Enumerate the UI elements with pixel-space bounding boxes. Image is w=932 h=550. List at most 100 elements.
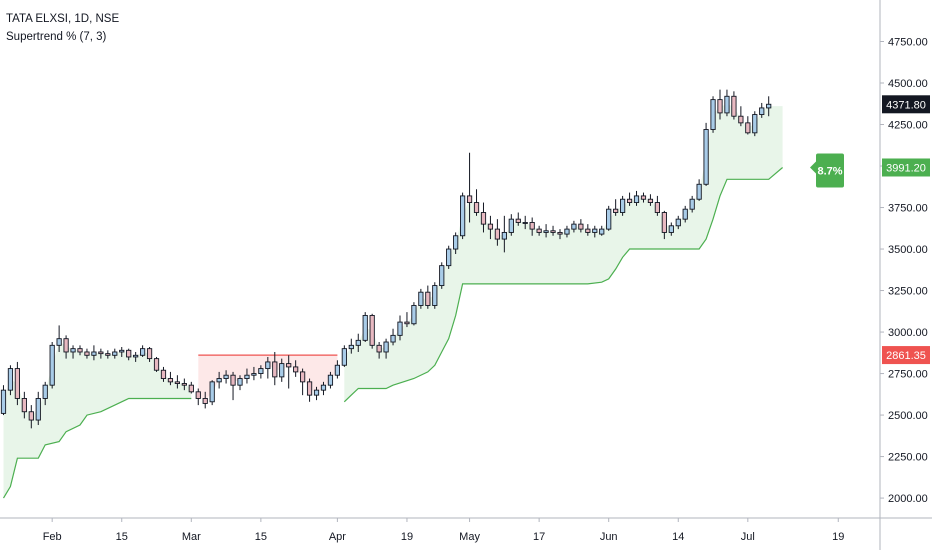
candle-body	[432, 285, 438, 306]
candle	[752, 111, 758, 137]
candle-body	[599, 228, 605, 235]
candle	[181, 378, 187, 391]
candle-body	[174, 381, 180, 384]
candle-body	[585, 228, 591, 233]
candle-body	[515, 218, 521, 223]
candle-body	[376, 344, 382, 353]
candle	[466, 152, 473, 223]
candle-body	[244, 374, 250, 379]
candle-body	[14, 368, 20, 399]
candle-body	[564, 228, 570, 235]
candle	[70, 345, 76, 359]
candle-body	[578, 223, 584, 230]
candle	[140, 345, 146, 357]
candle-body	[460, 195, 466, 237]
candle-body	[63, 338, 69, 353]
candle	[640, 192, 647, 203]
candle	[439, 262, 445, 289]
candle-body	[724, 95, 730, 114]
candle-body	[70, 348, 76, 353]
candle-body	[119, 349, 125, 353]
candle	[522, 215, 528, 230]
candle	[355, 333, 361, 352]
candle	[216, 371, 222, 389]
candle	[334, 360, 340, 379]
candle	[56, 325, 62, 352]
candle	[515, 212, 521, 226]
candle-body	[654, 202, 660, 213]
candle-body	[453, 235, 459, 250]
candle	[362, 312, 368, 343]
candle	[84, 348, 90, 359]
candle	[397, 315, 403, 341]
time-tick-label: Apr	[329, 531, 346, 543]
candle-body	[696, 183, 702, 200]
price-tick-label: 2250.00	[888, 452, 928, 464]
candle	[21, 391, 27, 419]
candle	[313, 386, 320, 401]
candle-body	[738, 115, 744, 124]
candle-body	[188, 384, 194, 393]
candle	[696, 179, 702, 201]
candle	[460, 192, 466, 240]
candle-body	[543, 230, 549, 233]
candle	[258, 365, 264, 379]
candle	[446, 245, 452, 269]
price-tick-label: 3500.00	[888, 244, 928, 256]
candle-body	[98, 351, 104, 355]
candle	[453, 232, 459, 255]
candle-body	[557, 231, 563, 235]
candle	[98, 348, 104, 359]
candle-body	[28, 411, 34, 421]
candle	[620, 195, 626, 216]
candle	[160, 366, 167, 382]
time-tick-label: 15	[255, 531, 267, 543]
candle-body	[529, 222, 535, 230]
candle-body	[647, 198, 654, 204]
candle	[494, 219, 500, 246]
candle-body	[84, 351, 90, 356]
candle	[661, 210, 667, 240]
candle-body	[348, 344, 354, 350]
candle	[724, 89, 730, 117]
candle-body	[703, 129, 709, 185]
candle-body	[640, 195, 647, 200]
candle-body	[620, 198, 626, 213]
candle-body	[390, 334, 396, 343]
supertrend-layer	[2, 104, 783, 499]
candle	[320, 381, 327, 396]
candle	[341, 345, 347, 367]
candle	[105, 350, 111, 359]
candle-body	[766, 103, 772, 109]
candle	[91, 345, 97, 361]
time-tick-label: 14	[672, 531, 684, 543]
candle	[119, 346, 125, 357]
candle-body	[0, 389, 7, 414]
candle	[133, 351, 139, 362]
candle-body	[320, 384, 327, 391]
candle-body	[355, 339, 361, 346]
candle	[578, 219, 584, 233]
candle	[536, 225, 542, 236]
candle-body	[411, 305, 417, 325]
candle-body	[689, 198, 695, 210]
candle-body	[258, 368, 264, 375]
candle-body	[216, 378, 222, 383]
candle-body	[286, 363, 292, 368]
price-tick-label: 2500.00	[888, 410, 928, 422]
candle-body	[279, 363, 285, 378]
candle	[613, 199, 619, 216]
candle	[508, 214, 514, 236]
candle-body	[383, 341, 389, 353]
candle	[557, 229, 563, 240]
candle	[550, 225, 556, 236]
candle	[425, 285, 431, 309]
symbol-title: TATA ELXSI, 1D, NSE	[6, 13, 120, 25]
supertrend-fill-up	[344, 104, 783, 402]
candle-body	[425, 291, 431, 306]
candle	[759, 102, 765, 118]
candle	[710, 96, 716, 133]
time-tick-label: Feb	[43, 531, 62, 543]
